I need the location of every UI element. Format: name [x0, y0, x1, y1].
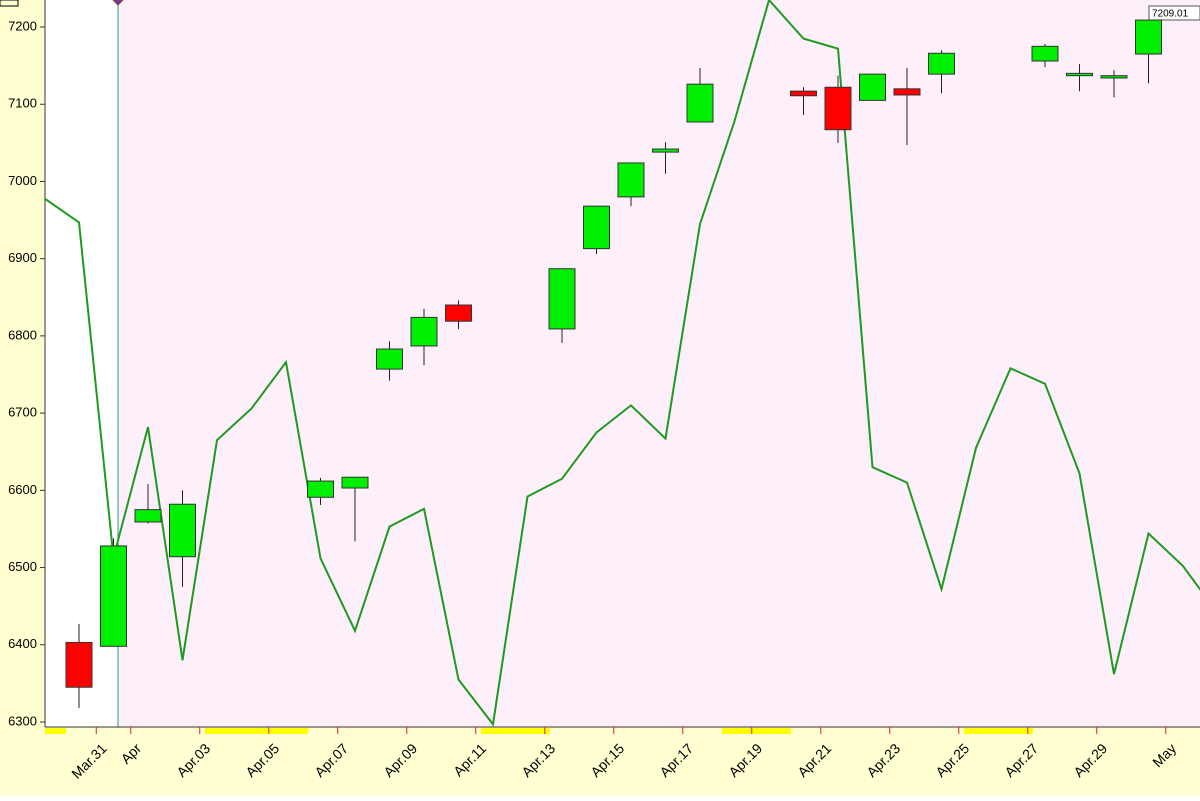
candle-body	[1101, 76, 1127, 78]
candle-body	[653, 149, 679, 152]
candle-body	[791, 91, 817, 96]
weekend-marker	[481, 728, 550, 734]
candle-body	[66, 642, 92, 687]
plot-area	[45, 0, 1200, 727]
y-tick-label: 6400	[8, 636, 37, 651]
y-tick-label: 7100	[8, 96, 37, 111]
candle-body	[549, 269, 575, 329]
candle-body	[135, 510, 161, 522]
candle-body	[446, 305, 472, 321]
candle-body	[1032, 46, 1058, 61]
y-tick-label: 6600	[8, 482, 37, 497]
candle-body	[101, 546, 127, 646]
candle-body	[618, 163, 644, 197]
candle-body	[687, 84, 713, 122]
candle-body	[1067, 73, 1093, 75]
candle-body	[411, 317, 437, 346]
weekend-marker	[722, 728, 791, 734]
y-tick-label: 7200	[8, 18, 37, 33]
candle-body	[308, 481, 334, 497]
y-tick-label: 6900	[8, 250, 37, 265]
candle-body	[929, 53, 955, 74]
y-tick-label: 6800	[8, 327, 37, 342]
corner-box	[0, 0, 18, 6]
weekend-marker	[45, 728, 66, 734]
candle-body	[170, 504, 196, 557]
candle-body	[860, 74, 886, 100]
weekend-marker	[205, 728, 308, 734]
y-tick-label: 6300	[8, 713, 37, 728]
y-tick-label: 6700	[8, 405, 37, 420]
last-price-label: 7209.01	[1152, 9, 1189, 20]
y-tick-label: 7000	[8, 173, 37, 188]
candle-body	[377, 349, 403, 369]
candle-body	[342, 477, 368, 488]
candle-body	[825, 87, 851, 129]
y-tick-label: 6500	[8, 559, 37, 574]
weekend-marker	[964, 728, 1033, 734]
candle-body	[1136, 20, 1162, 54]
candle-body	[584, 206, 610, 248]
candle-body	[894, 89, 920, 95]
